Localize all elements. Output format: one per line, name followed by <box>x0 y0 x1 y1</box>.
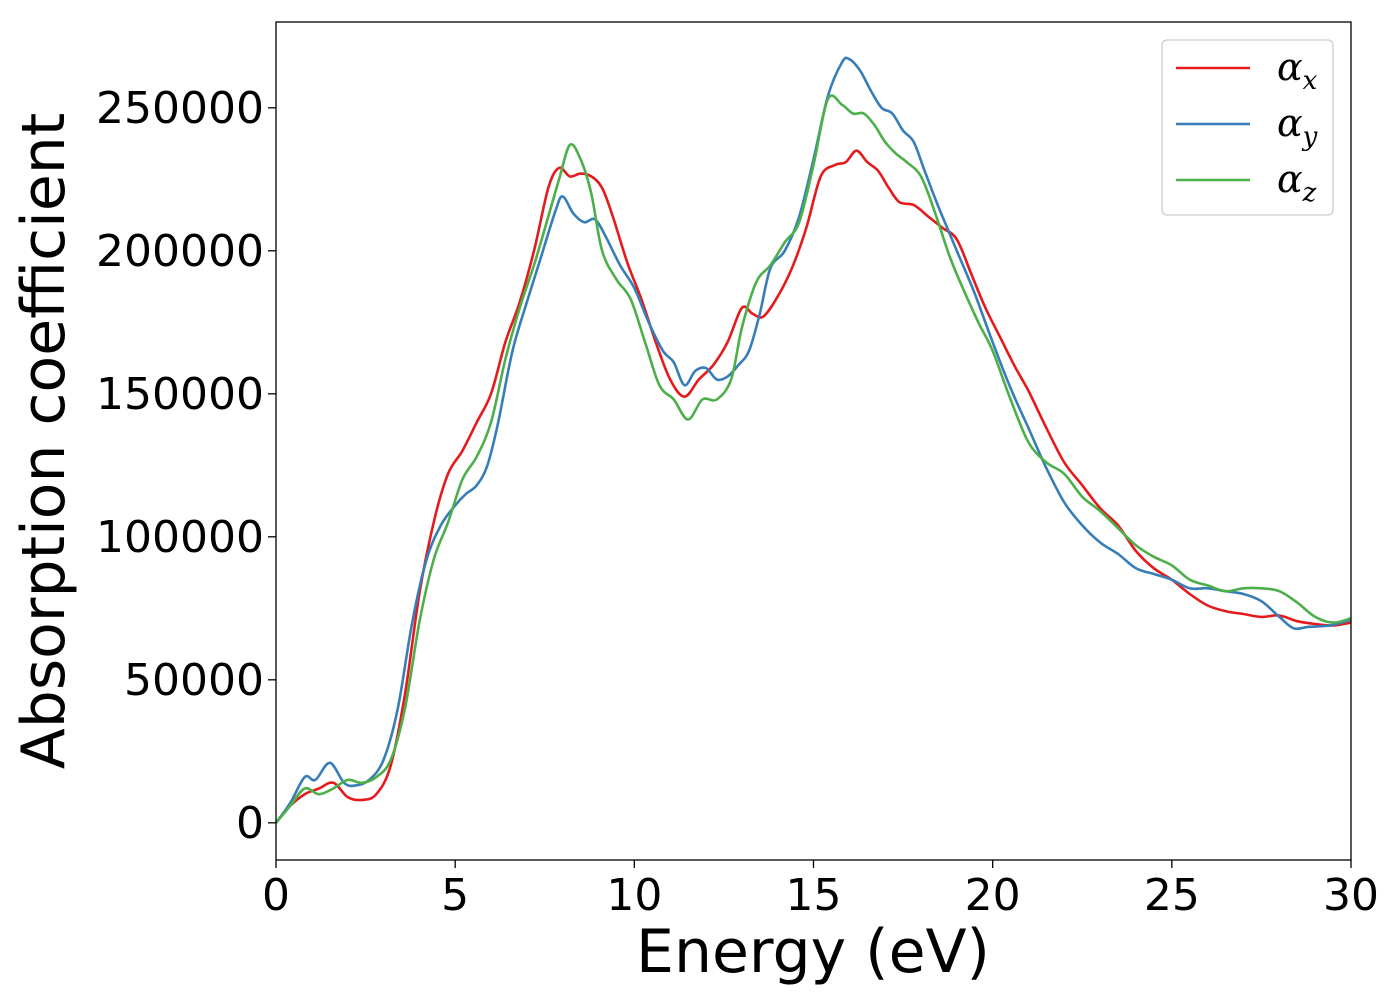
x-tick-label: 0 <box>262 870 290 921</box>
y-tick-label: 100000 <box>96 512 264 563</box>
y-axis: 0 50000 100000 150000 200000 250000 <box>96 83 276 849</box>
x-axis: 0 5 10 15 20 25 30 <box>262 860 1379 921</box>
x-tick-label: 20 <box>965 870 1021 921</box>
y-axis-title: Absorption coefficient <box>9 113 79 770</box>
y-tick-label: 150000 <box>96 369 264 420</box>
series-line-x <box>275 149 1352 824</box>
x-axis-title: Energy (eV) <box>636 917 990 987</box>
x-tick-label: 10 <box>606 870 662 921</box>
series-line-z <box>275 94 1352 824</box>
y-tick-label: 50000 <box>124 655 264 706</box>
y-tick-label: 0 <box>236 798 264 849</box>
legend-label-y: αy <box>1277 101 1318 152</box>
x-tick-label: 30 <box>1323 870 1379 921</box>
series-layer <box>274 56 1352 824</box>
x-tick-label: 5 <box>441 870 469 921</box>
x-tick-label: 25 <box>1144 870 1200 921</box>
legend-label-x: αx <box>1277 45 1318 96</box>
series-line-y <box>274 56 1352 824</box>
x-tick-label: 15 <box>786 870 842 921</box>
y-tick-label: 250000 <box>96 83 264 134</box>
legend-box <box>1161 39 1334 216</box>
y-tick-label: 200000 <box>96 226 264 277</box>
legend-label-z: αz <box>1277 157 1317 208</box>
